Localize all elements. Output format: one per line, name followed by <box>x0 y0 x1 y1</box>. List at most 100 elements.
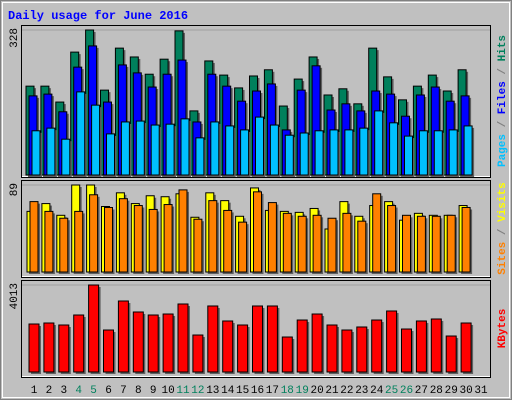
bar <box>326 324 338 373</box>
bar <box>76 91 86 176</box>
bar <box>192 334 204 373</box>
x-tick-label: 3 <box>60 385 67 397</box>
bar <box>238 221 248 273</box>
x-tick-label: 25 <box>385 385 398 397</box>
bar <box>311 313 323 373</box>
bar <box>253 191 262 273</box>
bar <box>404 135 413 176</box>
legend-separator: / <box>497 222 509 242</box>
bar <box>44 210 54 273</box>
bar <box>314 130 324 176</box>
bar <box>463 125 473 176</box>
bar <box>386 310 398 373</box>
bar <box>460 322 472 373</box>
x-tick-label: 11 <box>176 385 190 397</box>
x-tick-label: 16 <box>251 385 264 397</box>
x-tick-label: 15 <box>236 385 249 397</box>
x-tick-label: 27 <box>415 385 428 397</box>
bar <box>178 189 188 273</box>
bar <box>61 138 71 176</box>
bar <box>104 206 113 273</box>
bar <box>73 314 85 373</box>
bar <box>59 217 69 273</box>
x-tick-label: 23 <box>355 385 368 397</box>
bar <box>133 205 143 273</box>
legend-separator: / <box>497 61 509 81</box>
bar <box>207 305 219 373</box>
bar <box>120 121 130 176</box>
x-tick-label: 14 <box>221 385 235 397</box>
bar <box>387 205 397 273</box>
bar <box>281 336 293 373</box>
x-tick-label: 13 <box>206 385 219 397</box>
x-tick-label: 17 <box>266 385 279 397</box>
bar <box>165 123 175 176</box>
bar <box>359 127 369 176</box>
bar <box>225 125 235 176</box>
x-tick-label: 12 <box>191 385 204 397</box>
y-tick-label: 89 <box>9 183 21 196</box>
bar <box>299 132 309 176</box>
bar <box>430 318 442 373</box>
x-tick-label: 24 <box>370 385 384 397</box>
bar <box>237 324 249 373</box>
bar <box>282 212 292 273</box>
bar <box>74 210 84 273</box>
bar <box>193 218 203 273</box>
x-tick-label: 21 <box>325 385 339 397</box>
bar <box>103 329 114 373</box>
bar <box>448 129 458 176</box>
x-tick-label: 31 <box>474 385 488 397</box>
bar <box>371 319 383 373</box>
bar <box>252 305 263 373</box>
x-tick-label: 9 <box>150 385 157 397</box>
bar <box>177 303 189 373</box>
bar <box>402 214 411 273</box>
x-tick-label: 20 <box>310 385 323 397</box>
bar <box>344 129 354 176</box>
bar <box>284 134 294 176</box>
bar <box>28 323 40 373</box>
bar <box>401 328 412 373</box>
x-tick-label: 18 <box>281 385 294 397</box>
bar <box>222 320 234 373</box>
x-tick-label: 30 <box>459 385 472 397</box>
x-tick-label: 29 <box>445 385 458 397</box>
y-tick-label: 4013 <box>9 283 21 309</box>
x-tick-label: 1 <box>31 385 38 397</box>
legend: KBytes <box>497 309 509 349</box>
x-tick-label: 4 <box>75 385 82 397</box>
legend: Sites / Visits <box>497 182 509 274</box>
legend-entry: Sites <box>497 242 509 275</box>
bar <box>88 284 100 373</box>
bar <box>31 130 41 176</box>
bar <box>297 215 307 273</box>
bar <box>372 193 382 273</box>
bar <box>58 324 70 373</box>
bar <box>374 110 384 176</box>
bar <box>266 305 278 373</box>
legend: Pages / Files / Hits <box>497 35 509 167</box>
bar <box>89 194 99 273</box>
bar <box>195 137 205 176</box>
bar <box>29 201 39 273</box>
bar <box>415 320 427 373</box>
legend-entry: Hits <box>497 35 509 61</box>
bar <box>341 329 353 373</box>
bar <box>461 206 471 273</box>
x-tick-label: 7 <box>120 385 127 397</box>
bar <box>446 214 456 273</box>
bar <box>357 220 367 273</box>
x-tick-label: 2 <box>46 385 53 397</box>
x-tick-label: 28 <box>430 385 443 397</box>
y-tick-label: 328 <box>9 28 21 48</box>
bar <box>431 215 441 273</box>
bar <box>118 198 128 273</box>
bar <box>91 104 101 176</box>
bar <box>148 208 158 273</box>
bar <box>240 129 250 176</box>
bar <box>418 130 428 176</box>
